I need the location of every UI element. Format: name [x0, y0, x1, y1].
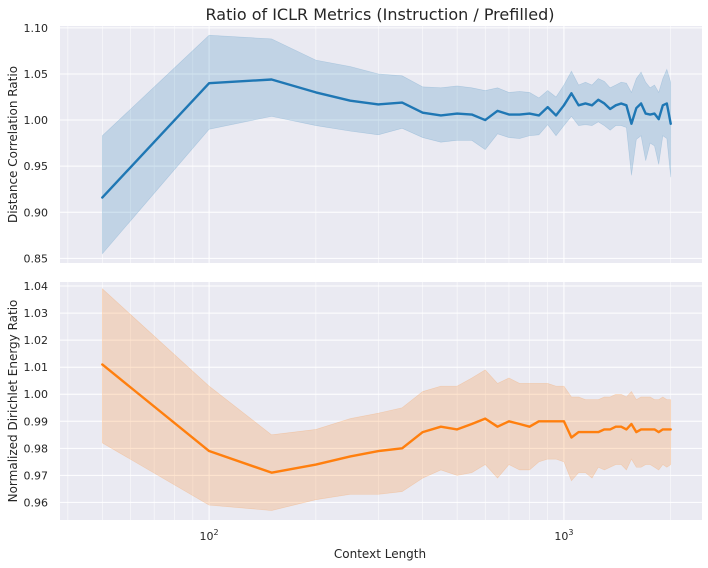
y-tick-label: 0.96 [24, 496, 49, 509]
y-tick-label: 1.00 [24, 114, 49, 127]
mean-line [101, 78, 672, 199]
confidence-band [101, 34, 672, 255]
y-tick-label: 0.98 [24, 442, 49, 455]
x-tick-label: 103 [554, 528, 573, 543]
y-tick-label: 0.85 [24, 252, 49, 265]
confidence-band [101, 288, 672, 511]
x-axis: 102 103 [200, 528, 574, 543]
y-tick-label: 1.05 [24, 68, 49, 81]
y-tick-label: 1.00 [24, 388, 49, 401]
top-panel-distance-correlation: 0.85 0.90 0.95 1.00 1.05 1.10 Distance Correla… [6, 22, 702, 265]
y-tick-label: 0.97 [24, 469, 49, 482]
y-tick-label: 0.95 [24, 160, 49, 173]
chart-title: Ratio of ICLR Metrics (Instruction / Pre… [206, 5, 555, 24]
plot-area [60, 282, 702, 520]
bottom-panel-dirichlet-energy: 0.96 0.97 0.98 0.99 1.00 1.01 1.02 1.03 1.04 Norm… [6, 280, 702, 520]
mean-line [101, 363, 672, 474]
x-axis-label: Context Length [334, 547, 426, 561]
y-tick-label: 0.99 [24, 415, 49, 428]
y-tick-label: 1.02 [24, 334, 49, 347]
y-tick-label: 0.90 [24, 206, 49, 219]
y-tick-label: 1.04 [24, 280, 49, 293]
plot-area [60, 26, 702, 263]
y-tick-label: 1.10 [24, 22, 49, 35]
y-tick-label: 1.01 [24, 361, 49, 374]
y-axis-label: Distance Correlation Ratio [6, 66, 20, 223]
y-axis-label: Normalized Dirichlet Energy Ratio [6, 300, 20, 503]
y-tick-label: 1.03 [24, 307, 49, 320]
x-tick-label: 102 [200, 528, 219, 543]
